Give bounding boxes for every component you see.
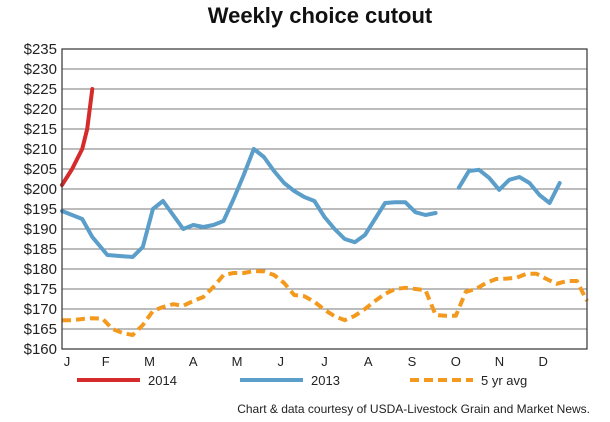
y-tick-label: $235 — [24, 41, 57, 58]
legend: 2014 2013 5 yr avg — [77, 373, 527, 388]
chart-title: Weekly choice cutout — [208, 3, 433, 28]
y-tick-label: $215 — [24, 121, 57, 138]
y-tick-label: $225 — [24, 81, 57, 98]
series-2014 — [60, 87, 95, 187]
month-label: A — [189, 354, 198, 369]
credit-text: Chart & data courtesy of USDA-Livestock … — [237, 402, 590, 416]
legend-label: 2014 — [148, 373, 177, 388]
month-label: S — [408, 354, 417, 369]
series-2013 — [60, 147, 562, 259]
grid — [62, 68, 587, 330]
month-label: J — [278, 354, 285, 369]
month-label: J — [64, 354, 71, 369]
plot-frame — [61, 48, 588, 350]
legend-label: 5 yr avg — [481, 373, 527, 388]
y-tick-label: $195 — [24, 201, 57, 218]
y-tick-label: $210 — [24, 141, 57, 158]
month-label: N — [495, 354, 504, 369]
y-tick-label: $200 — [24, 181, 57, 198]
series-line — [60, 147, 438, 259]
y-tick-label: $230 — [24, 61, 57, 78]
y-tick-label: $190 — [24, 221, 57, 238]
y-tick-label: $170 — [24, 301, 57, 318]
y-tick-label: $165 — [24, 321, 57, 338]
month-label: D — [539, 354, 548, 369]
series-line — [62, 269, 589, 337]
series-5-yr-avg — [62, 269, 589, 337]
month-label: F — [102, 354, 110, 369]
y-tick-label: $205 — [24, 161, 57, 178]
series — [60, 87, 589, 337]
y-tick-label: $175 — [24, 281, 57, 298]
y-tick-label: $185 — [24, 241, 57, 258]
y-tick-label: $160 — [24, 341, 57, 358]
month-label: A — [364, 354, 373, 369]
month-label: O — [451, 354, 461, 369]
month-label: M — [144, 354, 155, 369]
legend-label: 2013 — [311, 373, 340, 388]
month-label: J — [321, 354, 328, 369]
y-axis: $160 $165 $170 $175 $180 $185 $190 $195 $200 $205… — [24, 41, 57, 358]
y-tick-label: $220 — [24, 101, 57, 118]
series-line — [60, 87, 95, 187]
month-label: M — [232, 354, 243, 369]
y-tick-label: $180 — [24, 261, 57, 278]
series-line — [456, 167, 562, 205]
